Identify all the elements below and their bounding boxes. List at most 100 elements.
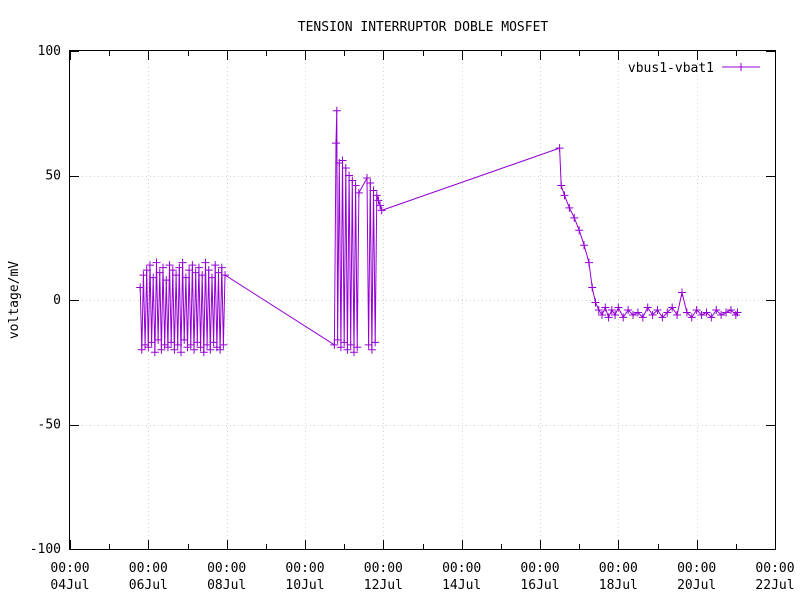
data-point-marker <box>594 305 603 314</box>
y-axis-label: voltage/mV <box>7 261 22 339</box>
y-tick-label: -50 <box>38 418 61 433</box>
data-point-marker <box>155 268 164 277</box>
data-point-marker <box>366 178 375 187</box>
x-tick-time-label: 00:00 <box>599 561 638 576</box>
data-point-marker <box>139 271 148 280</box>
x-tick-time-label: 00:00 <box>207 561 246 576</box>
data-point-marker <box>203 340 212 349</box>
data-point-marker <box>663 308 672 317</box>
data-point-marker <box>137 345 146 354</box>
data-point-marker <box>377 206 386 215</box>
data-point-marker <box>214 268 223 277</box>
x-tick-day-label: 16Jul <box>520 578 559 593</box>
data-point-marker <box>221 271 230 280</box>
x-tick-time-label: 00:00 <box>442 561 481 576</box>
data-point-marker <box>570 213 579 222</box>
data-point-marker <box>643 303 652 312</box>
data-point-marker <box>351 181 360 190</box>
data-point-marker <box>149 273 158 282</box>
data-point-marker <box>565 203 574 212</box>
data-point-marker <box>588 283 597 292</box>
data-point-marker <box>185 266 194 275</box>
axes: -100 -50 0 50 100 00:00 04Jul 00:00 06Jul 00:00 08… <box>30 44 795 593</box>
data-point-marker <box>611 310 620 319</box>
data-point-marker <box>142 266 151 275</box>
legend-label: vbus1-vbat1 <box>628 61 714 76</box>
data-point-marker <box>648 310 657 319</box>
x-tick-day-label: 22Jul <box>755 578 794 593</box>
data-point-marker <box>194 263 203 272</box>
data-point-marker <box>712 305 721 314</box>
x-tick-day-label: 14Jul <box>442 578 481 593</box>
x-tick-day-label: 12Jul <box>364 578 403 593</box>
data-point-marker <box>180 335 189 344</box>
data-point-marker <box>560 191 569 200</box>
data-point-marker <box>176 348 185 357</box>
x-tick-time-label: 00:00 <box>129 561 168 576</box>
data-point-marker <box>204 266 213 275</box>
data-point-marker <box>633 308 642 317</box>
data-point-marker <box>332 106 341 115</box>
series-line <box>139 110 738 353</box>
data-point-marker <box>168 266 177 275</box>
data-point-marker <box>196 343 205 352</box>
data-point-marker <box>175 263 184 272</box>
data-point-marker <box>722 308 731 317</box>
data-point-marker <box>354 188 363 197</box>
data-point-marker <box>717 310 726 319</box>
data-point-marker <box>348 176 357 185</box>
data-point-marker <box>206 345 215 354</box>
data-point-marker <box>341 164 350 173</box>
data-point-marker <box>619 313 628 322</box>
legend-marker <box>737 63 745 71</box>
data-point-marker <box>178 258 187 267</box>
data-point-marker <box>601 303 610 312</box>
data-point-marker <box>668 303 677 312</box>
data-point-marker <box>584 258 593 267</box>
data-point-marker <box>687 313 696 322</box>
data-point-marker <box>340 338 349 347</box>
data-point-marker <box>170 345 179 354</box>
data-point-marker <box>145 261 154 270</box>
data-point-marker <box>165 261 174 270</box>
x-tick-time-label: 00:00 <box>285 561 324 576</box>
data-point-marker <box>353 343 362 352</box>
data-point-marker <box>364 340 373 349</box>
data-point-marker <box>338 156 347 165</box>
y-tick-label: 100 <box>38 44 61 59</box>
data-point-marker <box>697 310 706 319</box>
data-point-marker <box>150 348 159 357</box>
data-point-marker <box>555 144 564 153</box>
data-point-marker <box>726 305 735 314</box>
data-point-marker <box>152 258 161 267</box>
grid <box>70 51 775 549</box>
data-point-marker <box>702 308 711 317</box>
data-point-marker <box>186 340 195 349</box>
data-point-marker <box>658 313 667 322</box>
data-point-marker <box>211 261 220 270</box>
data-point-marker <box>199 348 208 357</box>
data-point-marker <box>209 338 218 347</box>
data-point-marker <box>376 201 385 210</box>
data-point-marker <box>692 305 701 314</box>
data-point-marker <box>369 186 378 195</box>
data-point-marker <box>188 261 197 270</box>
data-point-marker <box>157 345 166 354</box>
x-tick-time-label: 00:00 <box>364 561 403 576</box>
data-point-marker <box>598 310 607 319</box>
data-point-marker <box>345 171 354 180</box>
data-point-marker <box>172 271 181 280</box>
data-point-marker <box>193 338 202 347</box>
y-tick-label: 0 <box>53 293 61 308</box>
data-point-marker <box>201 258 210 267</box>
data-point-marker <box>638 313 647 322</box>
data-point-marker <box>604 313 613 322</box>
x-tick-time-label: 00:00 <box>755 561 794 576</box>
data-point-marker <box>144 343 153 352</box>
x-tick-day-label: 06Jul <box>129 578 168 593</box>
data-point-marker <box>591 298 600 307</box>
data-point-marker <box>190 345 199 354</box>
x-tick-time-label: 00:00 <box>50 561 89 576</box>
data-point-marker <box>374 196 383 205</box>
